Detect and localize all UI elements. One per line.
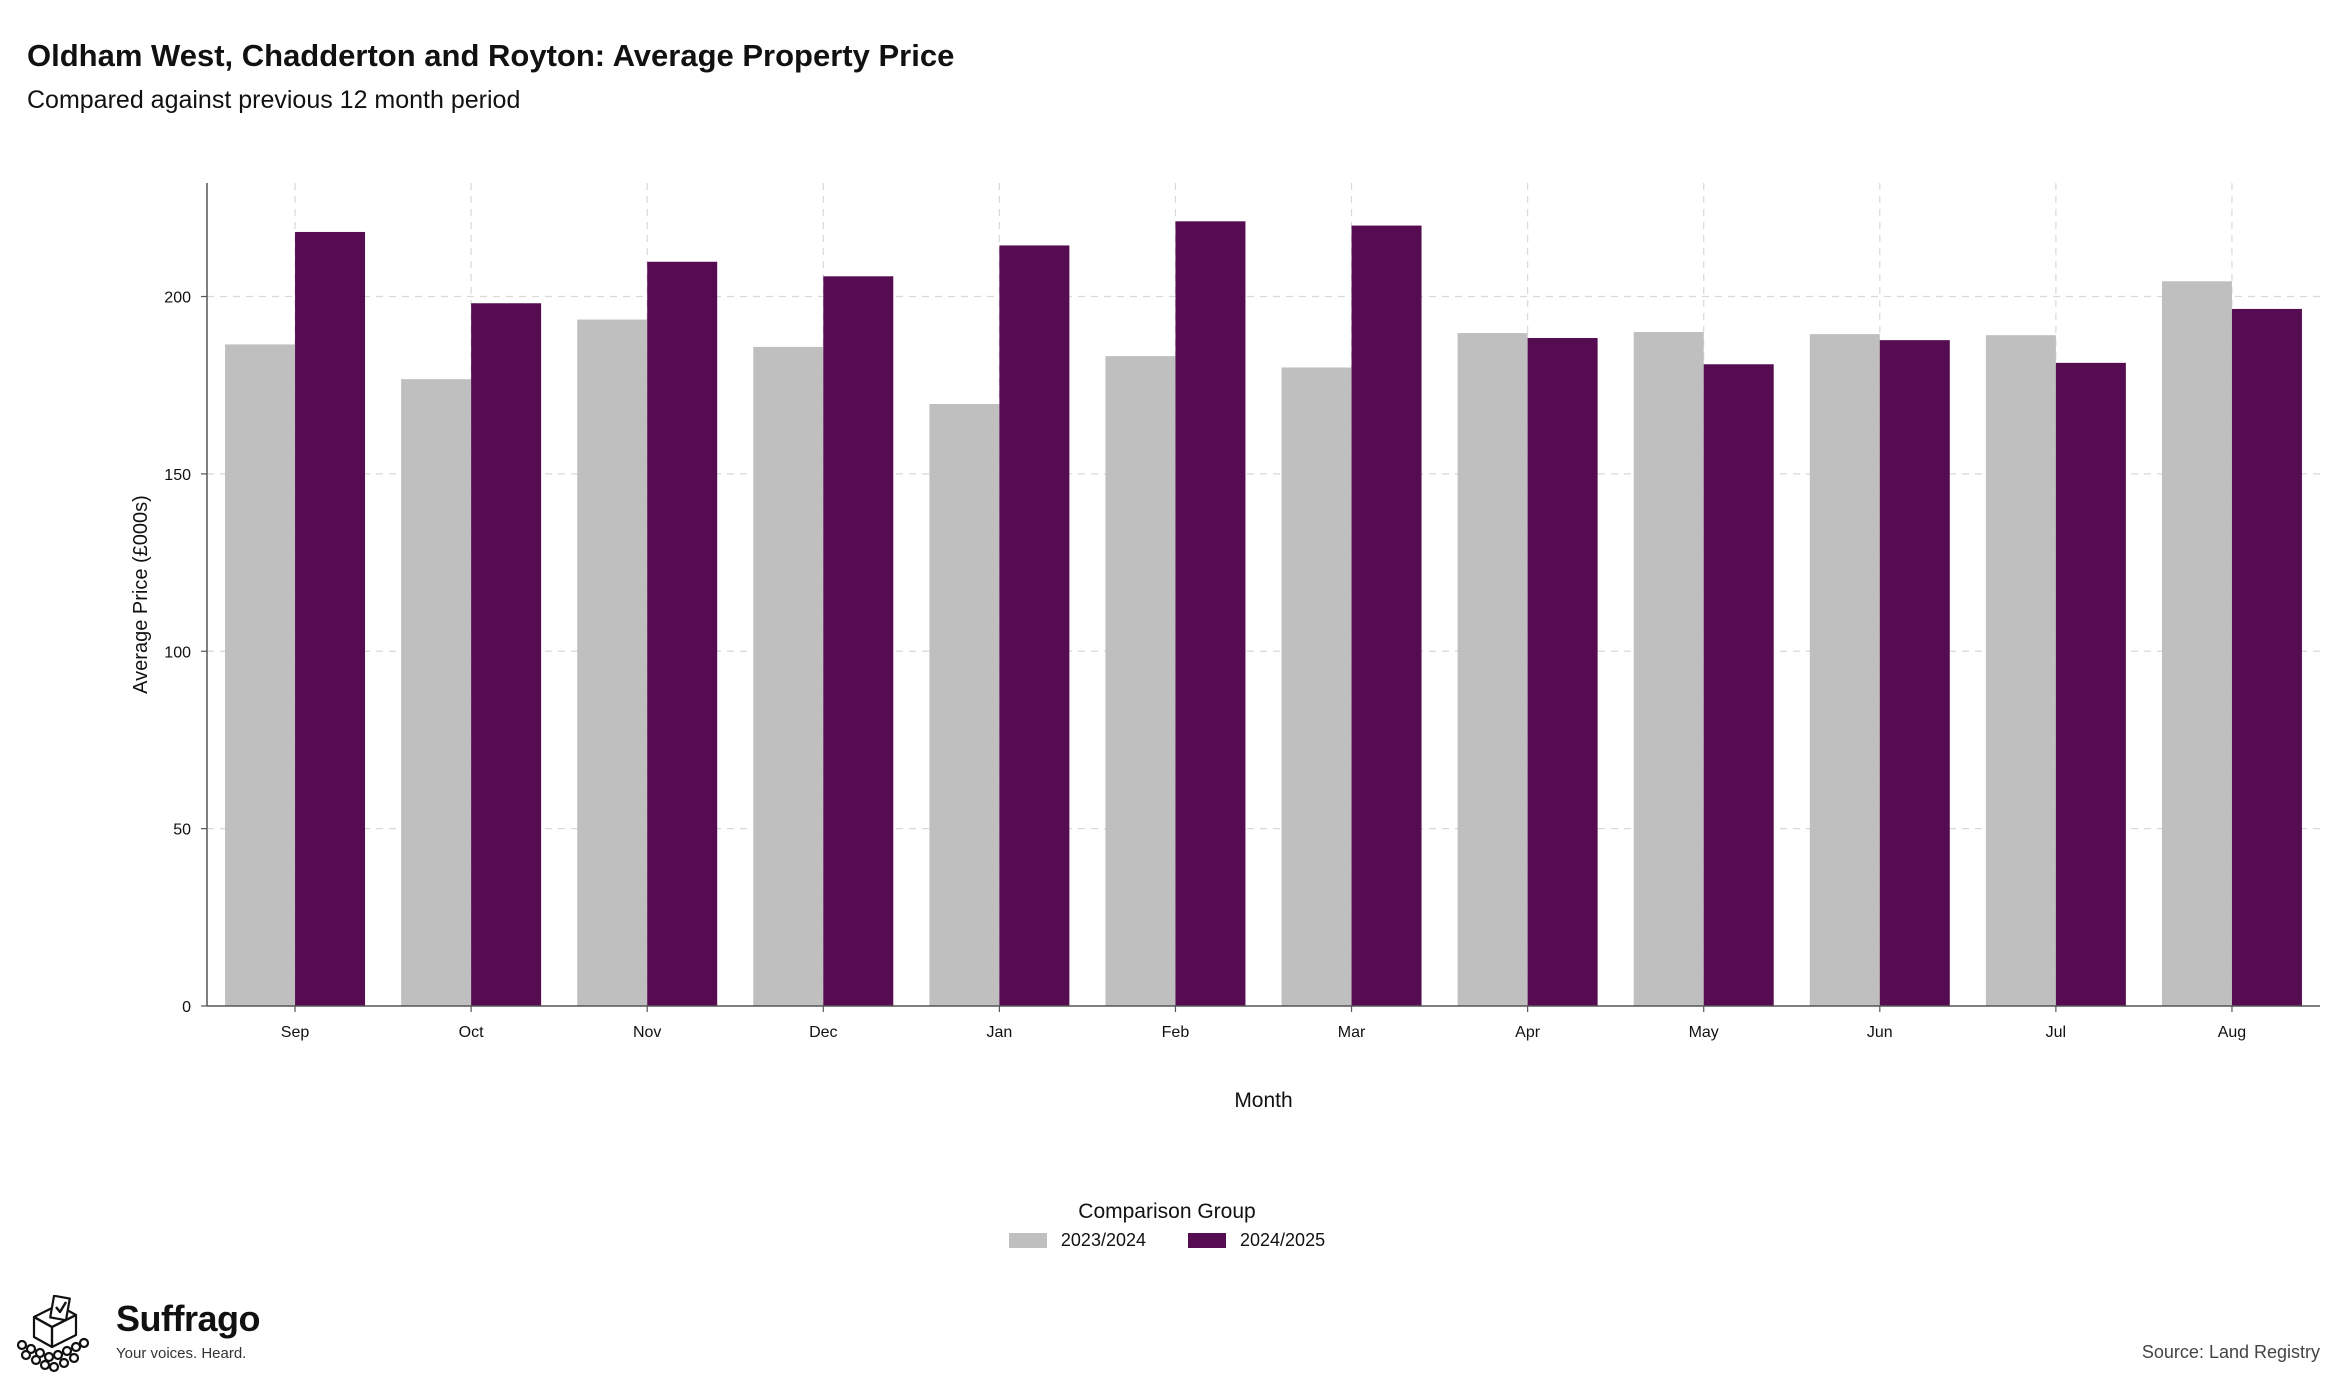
- bar-2023-2024-nov: [577, 319, 648, 1006]
- bars: [225, 221, 2302, 1007]
- bar-2024-2025-aug: [2231, 308, 2302, 1006]
- bar-2024-2025-nov: [647, 261, 718, 1007]
- bar-2023-2024-apr: [1457, 333, 1528, 1006]
- bar-2024-2025-jan: [999, 245, 1070, 1007]
- x-tick-label-jan: Jan: [986, 1024, 1012, 1041]
- legend-label-2023-2024: 2023/2024: [1060, 1230, 1146, 1250]
- bar-2023-2024-aug: [2161, 281, 2232, 1006]
- x-tick-label-jun: Jun: [1867, 1024, 1893, 1041]
- legend-item-2024-2025: 2024/2025: [1188, 1230, 1325, 1251]
- bar-2023-2024-feb: [1105, 356, 1176, 1007]
- legend-item-2023-2024: 2023/2024: [1008, 1230, 1146, 1251]
- bar-2023-2024-dec: [753, 346, 824, 1006]
- bar-2024-2025-mar: [1351, 225, 1422, 1006]
- y-tick-label: 0: [182, 999, 191, 1016]
- chart-title: Oldham West, Chadderton and Royton: Aver…: [27, 38, 955, 73]
- bar-2024-2025-apr: [1527, 338, 1598, 1006]
- legend-label-2024-2025: 2024/2025: [1240, 1230, 1326, 1250]
- x-tick-label-oct: Oct: [459, 1024, 484, 1041]
- x-tick-label-sep: Sep: [281, 1024, 310, 1041]
- bar-2023-2024-jul: [1985, 335, 2056, 1006]
- bar-2024-2025-feb: [1175, 221, 1246, 1006]
- bar-2024-2025-sep: [295, 231, 366, 1006]
- x-tick-label-nov: Nov: [633, 1024, 661, 1041]
- x-tick-label-may: May: [1689, 1024, 1719, 1041]
- axes: 0 50 100 150 200 Sep Oct Nov Dec Jan Feb Mar Apr May J…: [164, 183, 2320, 1041]
- brand-name: Suffrago: [116, 1298, 261, 1339]
- bar-2024-2025-jun: [1879, 340, 1950, 1007]
- x-tick-label-dec: Dec: [809, 1024, 837, 1041]
- bar-2023-2024-mar: [1281, 367, 1352, 1006]
- legend-title: Comparison Group: [1078, 1200, 1256, 1223]
- gridlines: [207, 183, 2320, 1006]
- bar-2023-2024-may: [1633, 331, 1704, 1006]
- x-tick-label-feb: Feb: [1162, 1024, 1190, 1041]
- legend-swatch-2023-2024: [1008, 1233, 1047, 1248]
- y-tick-label: 200: [164, 290, 191, 307]
- bar-chart: 0 50 100 150 200 Sep Oct Nov Dec Jan Feb Mar Apr May J…: [130, 183, 2320, 1112]
- chart-subtitle: Compared against previous 12 month perio…: [27, 86, 521, 114]
- bar-2023-2024-jun: [1809, 334, 1880, 1006]
- bar-2024-2025-dec: [823, 276, 894, 1006]
- y-tick-label: 100: [164, 644, 191, 661]
- bar-2023-2024-oct: [401, 379, 472, 1006]
- brand-text: Suffrago Your voices. Heard.: [116, 1298, 261, 1363]
- y-tick-label: 150: [164, 467, 191, 484]
- bar-2024-2025-jul: [2055, 362, 2126, 1006]
- brand-tagline: Your voices. Heard.: [116, 1345, 247, 1362]
- legend-swatch-2024-2025: [1188, 1233, 1226, 1248]
- legend: Comparison Group 2023/2024 2024/2025: [0, 1200, 2334, 1253]
- x-tick-label-apr: Apr: [1515, 1024, 1541, 1041]
- x-axis-title: Month: [1234, 1089, 1292, 1112]
- x-tick-label-jul: Jul: [2046, 1024, 2066, 1041]
- bar-2023-2024-sep: [225, 344, 296, 1006]
- x-tick-label-aug: Aug: [2218, 1024, 2246, 1041]
- bar-2024-2025-oct: [471, 303, 542, 1006]
- source-note: Source: Land Registry: [2141, 1342, 2320, 1362]
- legend-items: 2023/2024 2024/2025: [1008, 1230, 1325, 1251]
- ballot-box-icon: [16, 1295, 90, 1373]
- y-tick-label: 50: [173, 822, 191, 839]
- bar-2024-2025-may: [1703, 364, 1774, 1007]
- brand: Suffrago Your voices. Heard.: [14, 1295, 261, 1373]
- x-tick-label-mar: Mar: [1338, 1024, 1366, 1041]
- y-axis-title: Average Price (£000s): [130, 495, 152, 694]
- bar-2023-2024-jan: [929, 404, 1000, 1006]
